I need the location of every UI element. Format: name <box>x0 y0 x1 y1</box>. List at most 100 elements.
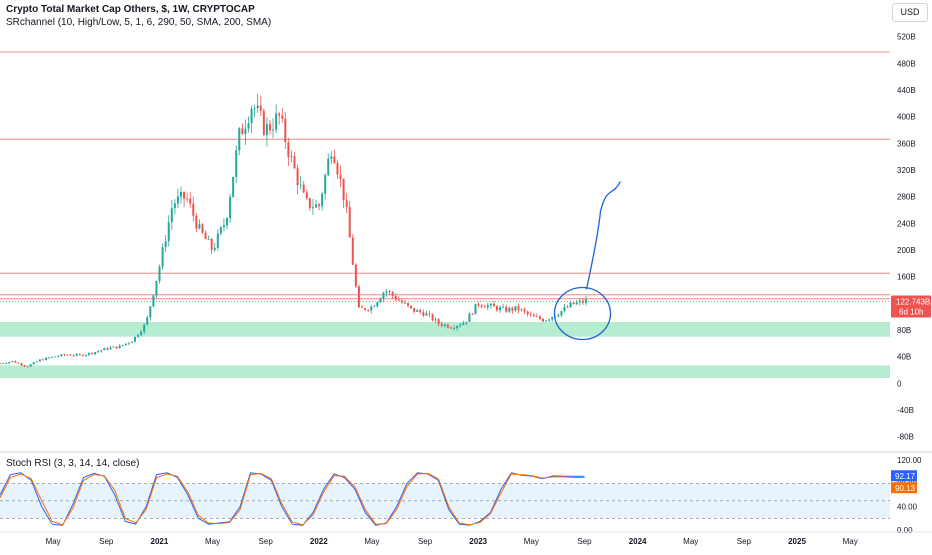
candle-body <box>115 346 118 349</box>
stoch-k-tag <box>891 470 917 482</box>
candle-body <box>425 313 428 316</box>
candle-body <box>397 299 400 301</box>
price-axis-tick-label: 80B <box>897 326 911 335</box>
candle-body <box>265 124 268 135</box>
candle-body <box>327 158 330 176</box>
candle-body <box>373 306 376 308</box>
candle-body <box>578 300 581 303</box>
price-axis-tick-label: -40B <box>897 406 914 415</box>
candle-body <box>149 306 152 318</box>
oscillator-axis-tick-label: 0.00 <box>897 526 913 535</box>
candle-body <box>407 303 410 306</box>
countdown-label: 6d 10h <box>899 308 923 317</box>
candle-body <box>529 314 532 315</box>
candle-body <box>318 204 321 207</box>
time-axis-tick-label: May <box>46 537 61 546</box>
candle-body <box>572 302 575 305</box>
candle-body <box>324 175 327 194</box>
candle-body <box>173 203 176 209</box>
candle-body <box>403 302 406 304</box>
candle-body <box>198 224 201 229</box>
candle-body <box>330 156 333 159</box>
candle-body <box>0 363 1 365</box>
candle-body <box>336 162 339 175</box>
candle-body <box>480 305 483 307</box>
candle-body <box>281 115 284 119</box>
candle-body <box>413 307 416 312</box>
candle-body <box>167 222 170 242</box>
candle-body <box>109 347 112 350</box>
candle-body <box>468 313 471 322</box>
time-axis-tick-label: May <box>364 537 379 546</box>
price-axis-tick-label: 240B <box>897 219 916 228</box>
candle-body <box>566 307 569 308</box>
candle-body <box>140 331 143 336</box>
candle-body <box>379 298 382 303</box>
candle-body <box>321 193 324 207</box>
time-axis-tick-label: Sep <box>418 537 433 546</box>
candle-body <box>201 224 204 233</box>
candle-body <box>410 305 413 308</box>
current-price-tag <box>891 295 931 318</box>
candle-body <box>545 320 548 322</box>
candle-body <box>158 266 161 281</box>
price-axis-tick-label: 280B <box>897 193 916 202</box>
chart-title: Crypto Total Market Cap Others, $, 1W, C… <box>6 4 255 15</box>
candle-body <box>483 306 486 308</box>
candle-body <box>54 356 57 358</box>
currency-button[interactable]: USD <box>892 3 928 22</box>
candle-body <box>453 328 456 329</box>
price-axis-tick-label: 40B <box>897 353 911 362</box>
support-zone <box>0 322 890 337</box>
time-axis-tick-label: Sep <box>99 537 114 546</box>
candle-body <box>551 317 554 320</box>
price-axis-tick-label: 360B <box>897 139 916 148</box>
candle-body <box>535 316 538 318</box>
candle-body <box>161 247 164 267</box>
candle-body <box>419 310 422 313</box>
candle-body <box>342 178 345 201</box>
candle-body <box>477 304 480 306</box>
price-axis-tick-label: 320B <box>897 166 916 175</box>
time-axis-tick-label: May <box>524 537 539 546</box>
candle-body <box>456 325 459 329</box>
candle-body <box>376 302 379 307</box>
candle-body <box>560 310 563 316</box>
candle-body <box>32 362 35 365</box>
candle-body <box>296 168 299 186</box>
candle-body <box>5 363 8 364</box>
stoch-d-tag <box>891 482 917 494</box>
candle-body <box>186 198 189 200</box>
candle-body <box>8 362 11 364</box>
candle-body <box>60 354 63 357</box>
candle-body <box>130 341 133 343</box>
candle-body <box>443 324 446 326</box>
price-axis-tick-label: 520B <box>897 33 916 42</box>
candle-body <box>229 197 232 219</box>
candle-body <box>394 295 397 300</box>
candle-body <box>164 241 167 248</box>
candle-body <box>489 303 492 306</box>
candle-body <box>118 345 121 349</box>
candle-body <box>486 305 489 308</box>
time-axis-tick-label: Sep <box>737 537 752 546</box>
price-axis-tick-label: 480B <box>897 59 916 68</box>
candle-body <box>152 295 155 307</box>
indicator-legend[interactable]: SRchannel (10, High/Low, 5, 1, 6, 290, 5… <box>6 17 272 28</box>
time-axis-tick-label: May <box>683 537 698 546</box>
candle-body <box>351 237 354 265</box>
candle-body <box>505 306 508 312</box>
candle-body <box>69 354 72 356</box>
candle-body <box>361 307 364 309</box>
oscillator-legend[interactable]: Stoch RSI (3, 3, 14, 14, close) <box>6 458 140 469</box>
candle-body <box>339 174 342 179</box>
candle-body <box>259 105 262 111</box>
candle-body <box>250 108 253 124</box>
candle-body <box>35 361 38 363</box>
candle-body <box>41 359 44 361</box>
candle-body <box>48 357 51 359</box>
candle-body <box>14 361 17 363</box>
candle-body <box>575 302 578 305</box>
price-axis-tick-label: 160B <box>897 273 916 282</box>
